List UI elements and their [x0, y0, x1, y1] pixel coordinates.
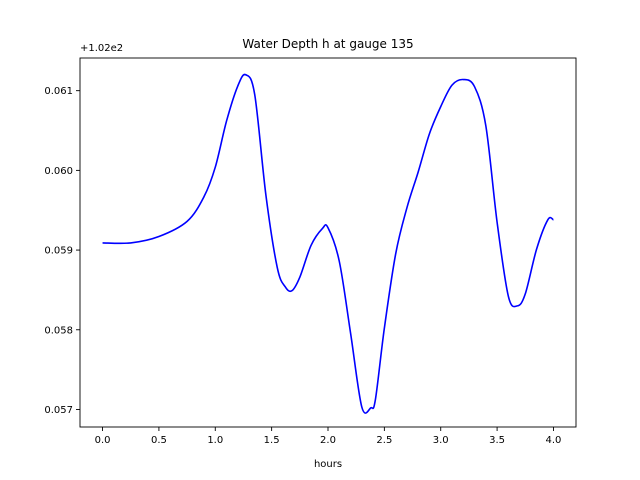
series-line-0	[102, 73, 554, 414]
x-tick-label: 2.0	[320, 435, 336, 446]
x-tick-label: 3.5	[489, 435, 505, 446]
x-axis-label: hours	[314, 459, 342, 470]
x-tick-label: 2.5	[376, 435, 392, 446]
x-tick-label: 1.5	[264, 435, 280, 446]
y-axis-offset-label: +1.02e2	[80, 43, 123, 54]
plot-area: 0.0 0.5 1.0 1.5 2.0 2.5 3.0 3.5 4.0 0.057 0.058 0.0…	[44, 57, 577, 446]
x-tick-label: 0.0	[95, 435, 111, 446]
x-tick-label: 3.0	[433, 435, 449, 446]
x-tick-label: 4.0	[546, 435, 562, 446]
y-tick-label: 0.061	[44, 86, 73, 97]
x-tick-label: 0.5	[151, 435, 167, 446]
y-tick-label: 0.060	[44, 166, 73, 177]
y-tick-label: 0.057	[44, 405, 73, 416]
y-tick-label: 0.058	[44, 325, 73, 336]
x-tick-label: 1.0	[207, 435, 223, 446]
y-tick-label: 0.059	[44, 246, 73, 257]
chart-title: Water Depth h at gauge 135	[242, 37, 413, 51]
